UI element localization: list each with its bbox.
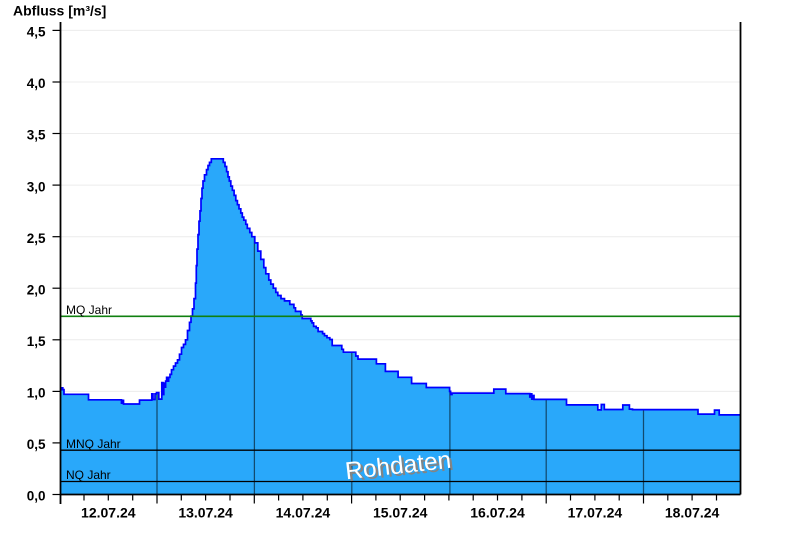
svg-text:4,0: 4,0 xyxy=(27,76,46,91)
svg-text:15.07.24: 15.07.24 xyxy=(373,505,428,521)
svg-text:1,5: 1,5 xyxy=(27,334,46,349)
svg-text:3,0: 3,0 xyxy=(27,179,46,194)
svg-text:0,0: 0,0 xyxy=(27,489,46,504)
svg-text:13.07.24: 13.07.24 xyxy=(178,505,233,521)
svg-text:18.07.24: 18.07.24 xyxy=(665,505,720,521)
svg-text:4,5: 4,5 xyxy=(27,25,46,40)
svg-text:0,5: 0,5 xyxy=(27,437,46,452)
svg-text:NQ Jahr: NQ Jahr xyxy=(66,468,111,482)
svg-text:1,0: 1,0 xyxy=(27,386,46,401)
svg-text:Abfluss [m³/s]: Abfluss [m³/s] xyxy=(13,3,106,19)
svg-text:17.07.24: 17.07.24 xyxy=(568,505,623,521)
svg-text:MQ Jahr: MQ Jahr xyxy=(66,303,112,317)
svg-text:2,0: 2,0 xyxy=(27,282,46,297)
svg-text:16.07.24: 16.07.24 xyxy=(470,505,525,521)
svg-text:2,5: 2,5 xyxy=(27,231,46,246)
svg-text:MNQ Jahr: MNQ Jahr xyxy=(66,437,121,451)
svg-text:3,5: 3,5 xyxy=(27,128,46,143)
svg-text:12.07.24: 12.07.24 xyxy=(81,505,136,521)
svg-text:14.07.24: 14.07.24 xyxy=(276,505,331,521)
